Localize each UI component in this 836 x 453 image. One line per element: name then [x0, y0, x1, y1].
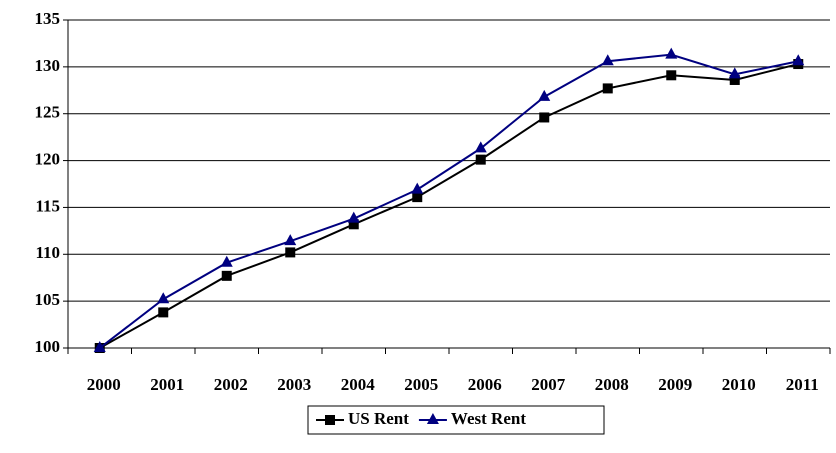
marker [93, 341, 106, 352]
series-line [99, 53, 799, 349]
x-tick-label: 2007 [531, 375, 566, 394]
marker [474, 141, 487, 153]
legend-label: West Rent [451, 409, 526, 428]
x-tick-label: 2006 [468, 375, 502, 394]
x-tick-label: 2009 [658, 375, 692, 394]
marker [325, 415, 335, 425]
y-tick-label: 105 [35, 290, 61, 309]
marker [412, 192, 423, 203]
marker [729, 74, 740, 85]
x-tick-label: 2001 [150, 375, 184, 394]
y-tick-label: 110 [35, 243, 60, 262]
marker [221, 270, 232, 281]
y-tick-label: 130 [35, 56, 61, 75]
marker [666, 70, 677, 81]
y-tick-label: 120 [35, 149, 61, 168]
marker [285, 247, 296, 258]
x-tick-label: 2005 [404, 375, 438, 394]
legend: US Rent West Rent [307, 405, 605, 435]
marker [411, 182, 424, 194]
marker [475, 154, 486, 165]
y-tick-label: 115 [35, 196, 60, 215]
marker [347, 211, 360, 223]
x-tick-label: 2000 [87, 375, 121, 394]
y-tick-label: 125 [35, 103, 61, 122]
y-tick-label: 135 [35, 9, 61, 28]
marker [426, 413, 439, 424]
marker [665, 47, 678, 59]
x-tick-label: 2003 [277, 375, 311, 394]
y-tick-label: 100 [35, 337, 61, 356]
marker [792, 54, 805, 66]
marker [538, 89, 551, 101]
marker [601, 54, 614, 66]
legend-label: US Rent [348, 409, 409, 428]
x-tick-label: 2008 [595, 375, 629, 394]
marker [158, 307, 169, 318]
x-tick-label: 2002 [214, 375, 248, 394]
marker [348, 219, 359, 230]
x-tick-label: 2004 [341, 375, 376, 394]
x-tick-label: 2010 [722, 375, 756, 394]
x-tick-label: 2011 [786, 375, 819, 394]
marker [220, 255, 233, 267]
series-line [99, 63, 799, 349]
legend-box [307, 405, 605, 435]
marker [157, 292, 170, 304]
marker [539, 112, 550, 123]
marker [602, 83, 613, 94]
marker [284, 234, 297, 246]
marker [728, 67, 741, 79]
